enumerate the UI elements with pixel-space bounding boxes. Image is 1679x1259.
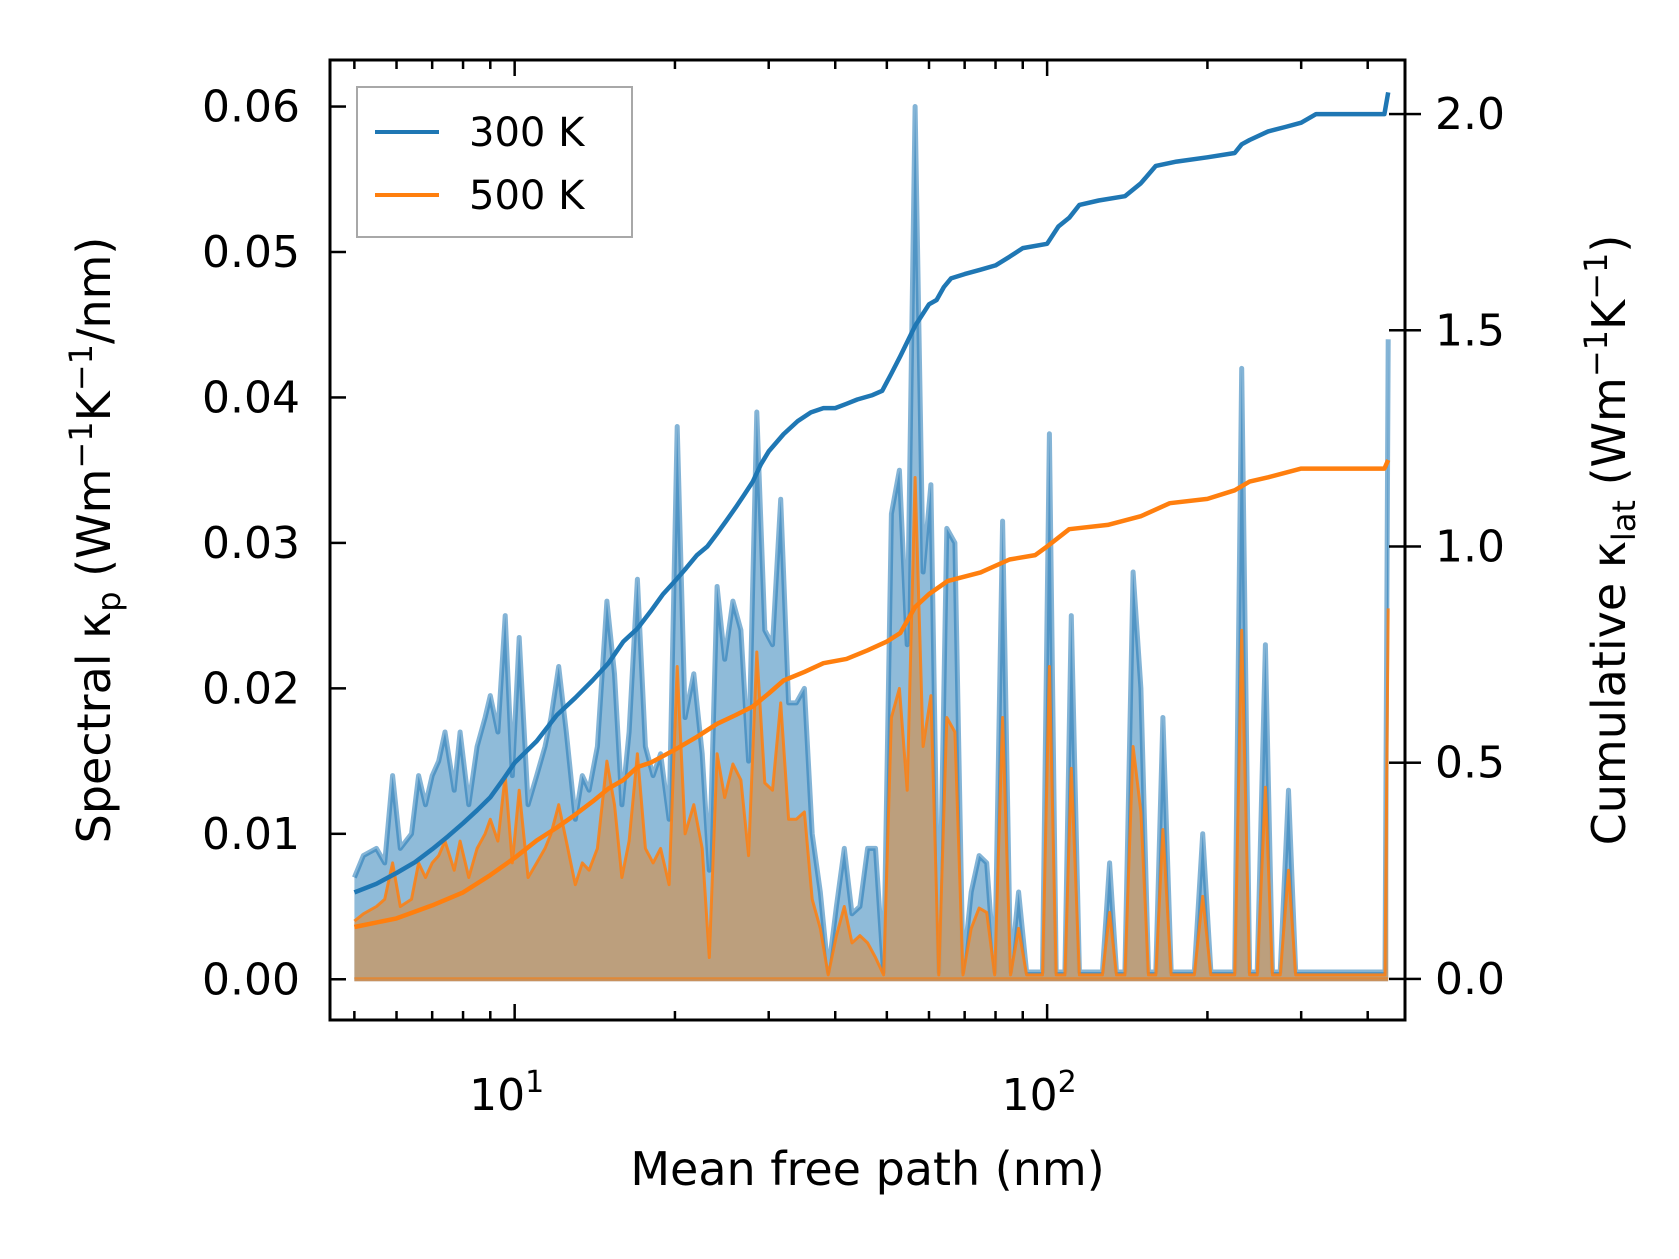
y-right-tick-label: 2.0 xyxy=(1435,89,1505,140)
y-right-tick-label: 1.5 xyxy=(1435,305,1505,356)
y-left-label-sup2: −1 xyxy=(62,344,100,391)
legend-box xyxy=(356,86,633,238)
cumulative-layer xyxy=(353,92,1391,930)
spectral-layer xyxy=(352,104,1391,982)
plot-frame xyxy=(328,58,1407,1022)
legend-label-500k: 500 K xyxy=(469,173,586,219)
axes-layer xyxy=(328,58,1407,1022)
y-right-label-sub: lat xyxy=(1605,500,1643,541)
y-left-tick-label: 0.02 xyxy=(202,663,300,714)
y-left-tick-label: 0.01 xyxy=(202,809,300,860)
y-left-tick-label: 0.05 xyxy=(202,227,300,278)
legend: 300 K 500 K xyxy=(356,86,633,238)
x-axis-label: Mean free path (nm) xyxy=(630,1142,1104,1196)
x-tick-label-exp: 1 xyxy=(525,1065,544,1100)
y-right-tick-label: 0.0 xyxy=(1435,954,1505,1005)
y-left-label-sup1: −1 xyxy=(62,421,100,468)
x-tick-label: 102 xyxy=(1002,1065,1077,1121)
y-right-label-open: (Wm xyxy=(1582,377,1636,500)
x-tick-label-base: 10 xyxy=(1002,1070,1058,1121)
legend-label-300k: 300 K xyxy=(469,110,586,156)
y-left-tick-label: 0.00 xyxy=(202,954,300,1005)
cumulative-line-300k xyxy=(353,92,1391,895)
y-left-label-main: Spectral κ xyxy=(67,612,121,844)
y-axis-left-label: Spectral κp (Wm−1K−1/nm) xyxy=(62,237,128,844)
spectral-line-300k xyxy=(352,104,1391,975)
y-right-label-close: ) xyxy=(1582,235,1636,253)
y-left-tick-label: 0.03 xyxy=(202,518,300,569)
y-left-label-sub: p xyxy=(90,591,128,611)
y-right-label-main: Cumulative κ xyxy=(1582,541,1636,845)
x-tick-label-exp: 2 xyxy=(1058,1065,1077,1100)
cumulative-line-500k xyxy=(353,459,1391,930)
y-axis-right-label: Cumulative κlat (Wm−1K−1) xyxy=(1577,235,1643,846)
plot-area xyxy=(352,92,1391,982)
y-right-label-sup2: −1 xyxy=(1577,253,1615,300)
spectral-line-500k xyxy=(353,476,1390,977)
x-tick-label-base: 10 xyxy=(469,1070,525,1121)
y-right-label-k: K xyxy=(1582,298,1636,330)
y-left-tick-label: 0.04 xyxy=(202,372,300,423)
y-right-tick-label: 0.5 xyxy=(1435,738,1505,789)
ticks-layer: 101 1020.000.010.020.030.040.050.060.00.5… xyxy=(202,60,1505,1121)
y-right-tick-label: 1.0 xyxy=(1435,521,1505,572)
y-left-label-k: K xyxy=(67,389,121,421)
y-left-label-open: (Wm xyxy=(67,469,121,592)
x-tick-label: 101 xyxy=(469,1065,544,1121)
y-left-tick-label: 0.06 xyxy=(202,82,300,133)
y-left-label-close: /nm) xyxy=(67,237,121,344)
y-right-label-sup1: −1 xyxy=(1577,330,1615,377)
